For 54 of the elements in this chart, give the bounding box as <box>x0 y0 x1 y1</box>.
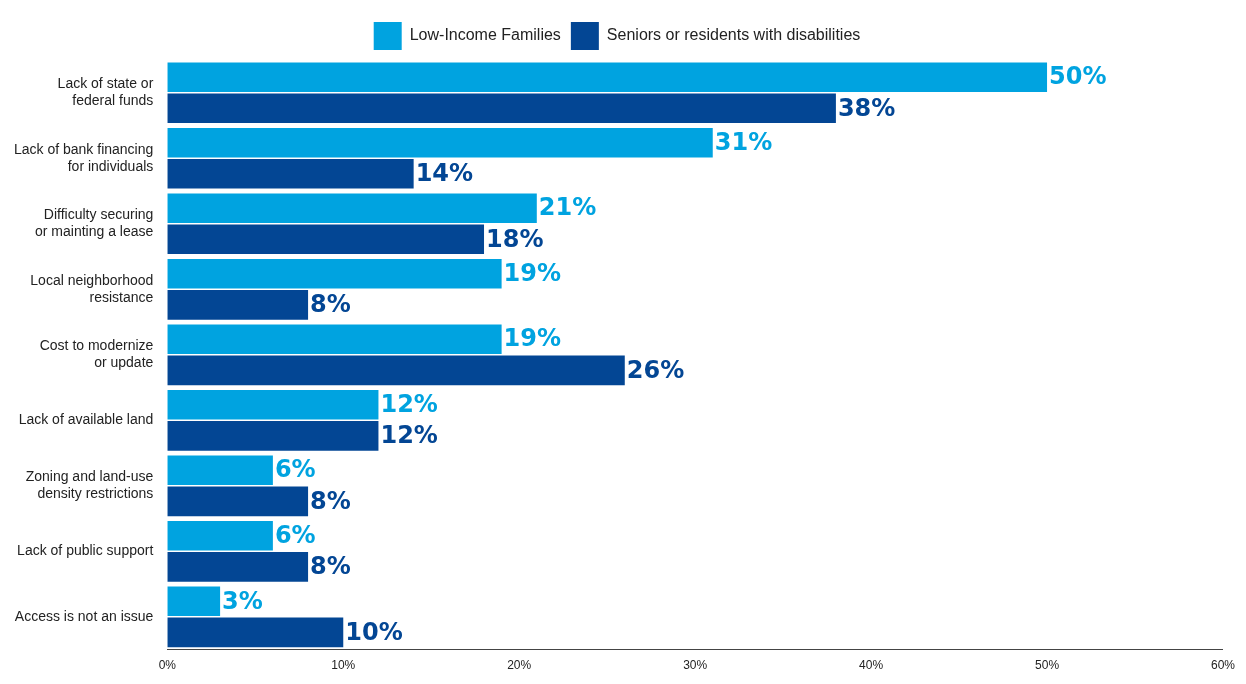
y-tick-label: Lack of available land <box>18 411 154 428</box>
data-label: 19% <box>503 324 562 353</box>
data-label: 26% <box>626 355 685 384</box>
bar <box>167 355 625 386</box>
data-label: 8% <box>310 290 351 319</box>
y-tick-label: Lack of state or federal funds <box>57 75 154 109</box>
x-tick-label: 10% <box>331 658 356 673</box>
data-label: 6% <box>274 455 316 484</box>
bar <box>167 193 537 223</box>
data-label: 8% <box>310 552 351 581</box>
y-tick-label: Cost to modernize or update <box>39 337 154 371</box>
bar <box>167 93 836 124</box>
legend-label: Seniors or residents with disabilities <box>606 26 861 44</box>
x-tick-label: 0% <box>158 658 177 673</box>
data-label: 31% <box>714 127 773 156</box>
bar <box>167 62 1048 92</box>
data-label: 3% <box>222 586 263 615</box>
data-label: 12% <box>380 389 438 418</box>
bar <box>167 486 309 517</box>
data-label: 50% <box>1049 62 1107 91</box>
data-label: 8% <box>310 486 351 515</box>
y-tick-label: Difficulty securing or mainting a lease <box>35 206 154 240</box>
bar <box>167 324 502 355</box>
data-label: 19% <box>503 258 562 287</box>
bar <box>167 224 485 255</box>
y-tick-label: Lack of bank financing for individuals <box>13 140 154 174</box>
y-tick-label: Zoning and land-use density restrictions <box>25 468 154 502</box>
x-tick-label: 30% <box>683 658 708 673</box>
bar <box>167 127 713 158</box>
y-tick-label: Access is not an issue <box>14 607 154 624</box>
bar <box>167 389 379 420</box>
data-label: 14% <box>415 159 474 188</box>
y-tick-label: Lack of public support <box>17 542 154 559</box>
bar <box>167 290 309 320</box>
bar <box>167 159 414 189</box>
bar <box>167 617 344 648</box>
x-tick-label: 20% <box>507 658 532 673</box>
data-label: 6% <box>274 521 316 550</box>
data-label: 10% <box>345 617 403 646</box>
data-label: 18% <box>486 224 544 253</box>
bar <box>167 258 502 289</box>
data-label: 12% <box>380 421 438 450</box>
bar <box>167 586 221 617</box>
y-tick-label: Local neighborhood resistance <box>30 271 154 305</box>
x-tick-label: 40% <box>859 658 884 673</box>
data-label: 21% <box>538 193 597 222</box>
bar <box>167 552 309 582</box>
legend-label: Low-Income Families <box>409 26 561 44</box>
bar <box>167 520 273 551</box>
data-label: 38% <box>837 93 896 122</box>
x-tick-label: 50% <box>1035 658 1060 673</box>
bar <box>167 455 273 486</box>
x-tick-label: 60% <box>1210 658 1236 673</box>
bar <box>167 421 379 451</box>
